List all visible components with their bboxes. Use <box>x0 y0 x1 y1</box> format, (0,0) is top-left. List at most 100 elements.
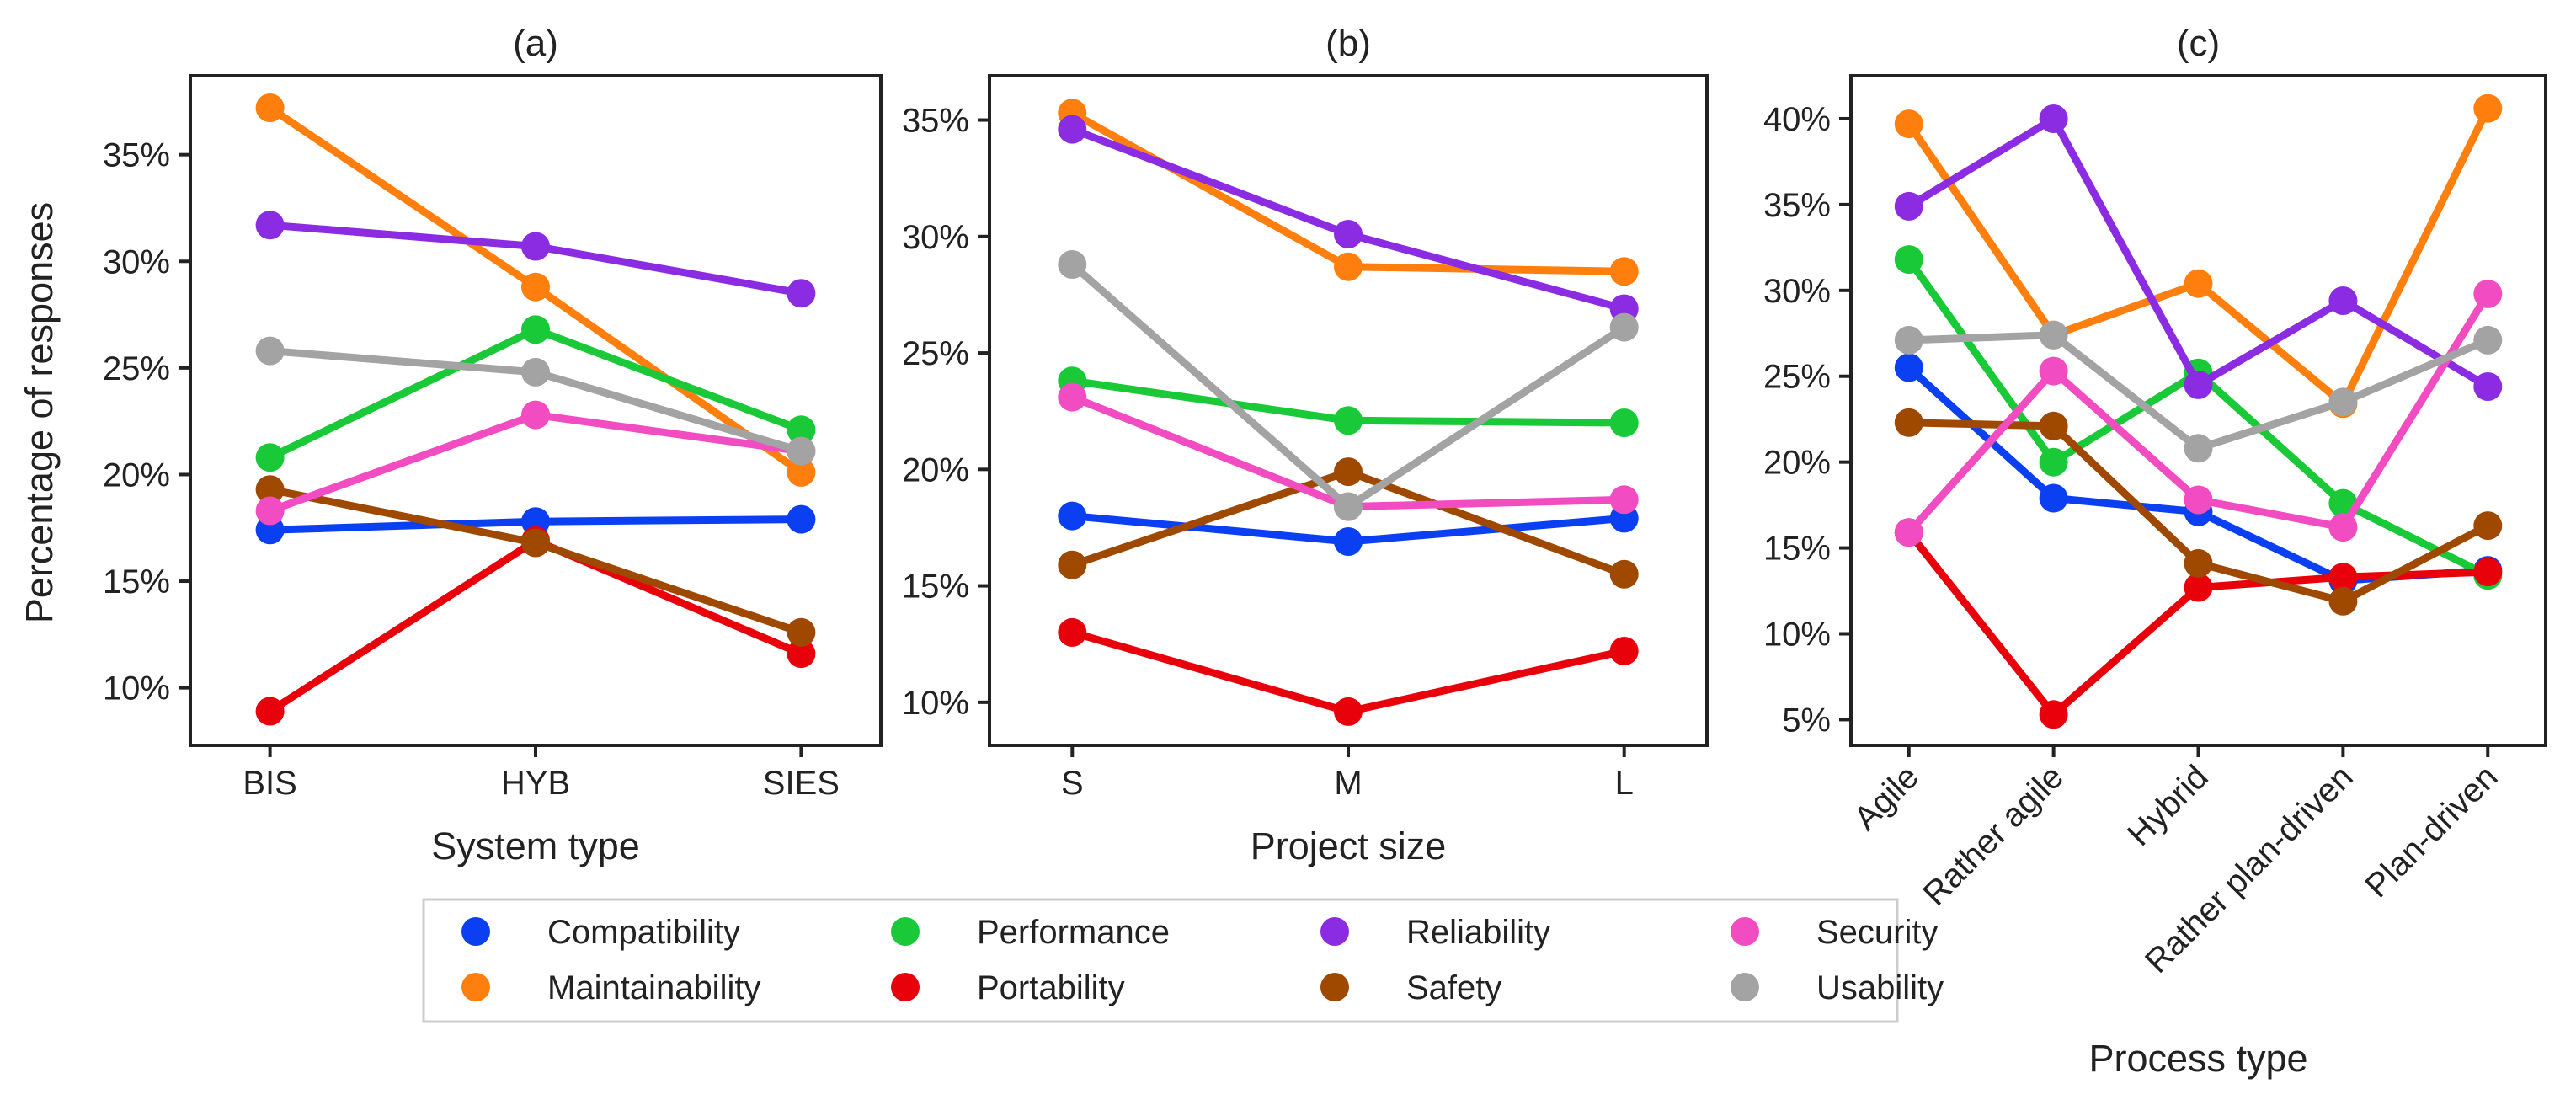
point-security-hyb <box>521 400 550 430</box>
point-reliability-rather-plan-driven <box>2328 286 2358 315</box>
y-tick-label: 10% <box>1763 617 1831 654</box>
y-tick-label: 30% <box>103 243 170 280</box>
point-reliability-s <box>1058 115 1087 144</box>
point-performance-m <box>1334 406 1363 435</box>
y-tick-label: 5% <box>1782 702 1831 739</box>
point-maintainability-hybrid <box>2184 269 2213 298</box>
point-performance-sies <box>787 415 816 445</box>
x-tick-label: M <box>1334 765 1362 802</box>
point-portability-hybrid <box>2184 573 2213 602</box>
legend-label-maintainability: Maintainability <box>547 969 760 1006</box>
legend-marker-portability <box>891 973 920 1001</box>
point-safety-m <box>1334 457 1363 487</box>
y-tick-label: 15% <box>902 569 969 606</box>
point-compatibility-s <box>1058 501 1087 531</box>
panel-title: (a) <box>513 23 558 64</box>
point-usability-l <box>1609 312 1639 342</box>
x-tick-label: S <box>1061 765 1084 802</box>
y-tick-label: 10% <box>902 685 969 722</box>
point-reliability-sies <box>787 279 816 308</box>
point-maintainability-l <box>1609 257 1639 286</box>
y-tick-label: 40% <box>1763 101 1831 138</box>
legend-label-safety: Safety <box>1406 969 1501 1006</box>
point-maintainability-sies <box>787 457 816 487</box>
point-portability-m <box>1334 697 1363 726</box>
legend-label-security: Security <box>1816 914 1939 951</box>
legend-marker-reliability <box>1320 917 1349 946</box>
point-maintainability-m <box>1334 252 1363 281</box>
x-tick-label: BIS <box>243 765 296 802</box>
point-portability-plan-driven <box>2473 558 2503 587</box>
point-performance-hyb <box>521 315 550 344</box>
y-tick-label: 30% <box>902 219 969 256</box>
point-usability-plan-driven <box>2473 325 2503 355</box>
y-tick-label: 25% <box>1763 359 1831 396</box>
y-tick-label: 15% <box>103 563 170 601</box>
y-tick-label: 20% <box>902 451 969 488</box>
legend-label-portability: Portability <box>977 969 1125 1006</box>
point-safety-rather-plan-driven <box>2328 586 2358 616</box>
point-portability-sies <box>787 639 816 669</box>
point-portability-rather-agile <box>2039 700 2068 729</box>
y-tick-label: 25% <box>902 335 969 372</box>
x-axis-title: Project size <box>1251 825 1447 867</box>
y-tick-label: 15% <box>1763 531 1831 568</box>
x-axis-title: System type <box>431 825 640 867</box>
point-usability-hyb <box>521 357 550 387</box>
point-compatibility-sies <box>787 504 816 534</box>
point-reliability-bis <box>255 211 285 240</box>
point-portability-s <box>1058 617 1087 647</box>
y-tick-label: 30% <box>1763 273 1831 310</box>
point-performance-bis <box>255 443 285 472</box>
point-portability-rather-plan-driven <box>2328 563 2358 592</box>
point-performance-l <box>1609 408 1639 437</box>
point-usability-s <box>1058 250 1087 279</box>
point-security-bis <box>255 496 285 526</box>
x-axis-title: Process type <box>2088 1037 2307 1080</box>
x-tick-label: HYB <box>501 765 570 802</box>
y-tick-label: 35% <box>103 137 170 174</box>
y-tick-label: 20% <box>103 456 170 494</box>
panel-title: (c) <box>2177 23 2220 64</box>
panel-title: (b) <box>1325 23 1371 64</box>
point-portability-bis <box>255 697 285 726</box>
y-tick-label: 25% <box>103 350 170 387</box>
y-tick-label: 20% <box>1763 445 1831 482</box>
y-tick-label: 35% <box>1763 187 1831 224</box>
point-reliability-hyb <box>521 232 550 261</box>
point-usability-m <box>1334 492 1363 521</box>
point-maintainability-hyb <box>521 272 550 302</box>
point-safety-s <box>1058 550 1087 579</box>
point-compatibility-rather-agile <box>2039 483 2068 513</box>
y-tick-label: 35% <box>902 103 969 140</box>
legend-label-compatibility: Compatibility <box>547 914 740 951</box>
point-usability-hybrid <box>2184 434 2213 463</box>
point-reliability-rather-agile <box>2039 104 2068 133</box>
x-tick-label: SIES <box>763 765 840 802</box>
point-security-s <box>1058 382 1087 412</box>
point-compatibility-agile <box>1894 353 1923 382</box>
legend-label-reliability: Reliability <box>1406 914 1550 951</box>
point-safety-l <box>1609 559 1639 589</box>
point-usability-rather-plan-driven <box>2328 387 2358 417</box>
point-reliability-plan-driven <box>2473 372 2503 401</box>
point-usability-sies <box>787 436 816 466</box>
point-usability-agile <box>1894 325 1923 355</box>
point-performance-rather-agile <box>2039 447 2068 477</box>
point-security-rather-agile <box>2039 356 2068 386</box>
point-reliability-m <box>1334 220 1363 248</box>
legend-marker-compatibility <box>461 917 490 946</box>
point-security-plan-driven <box>2473 279 2503 308</box>
legend-marker-performance <box>891 917 920 946</box>
point-reliability-agile <box>1894 191 1923 221</box>
point-safety-hyb <box>521 528 550 558</box>
legend: Compatibility Maintainability Performance P… <box>422 898 1944 1023</box>
x-tick-label: L <box>1615 765 1634 802</box>
point-compatibility-m <box>1334 527 1363 556</box>
point-maintainability-plan-driven <box>2473 93 2503 123</box>
point-maintainability-bis <box>255 93 285 122</box>
legend-box <box>422 898 1899 1023</box>
point-safety-agile <box>1894 408 1923 437</box>
y-tick-label: 10% <box>103 670 170 707</box>
